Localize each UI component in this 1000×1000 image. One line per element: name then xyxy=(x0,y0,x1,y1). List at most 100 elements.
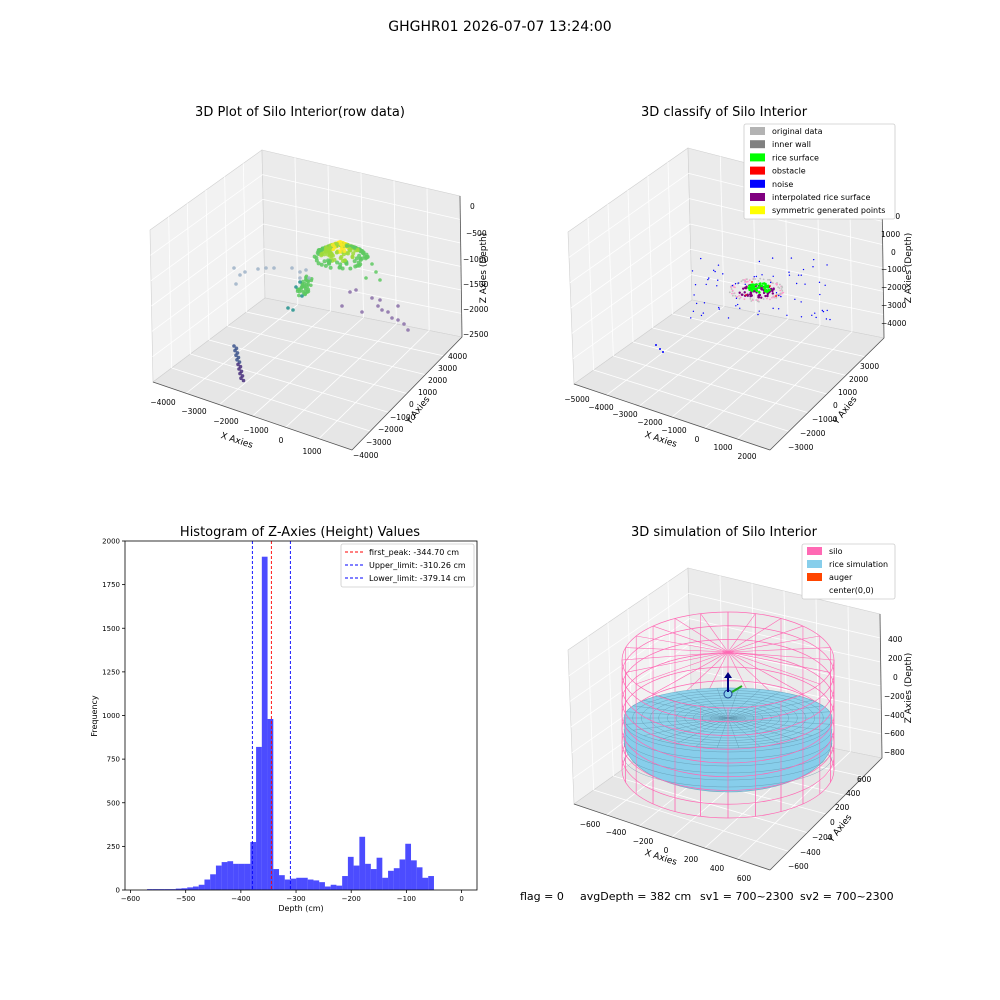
raw-point xyxy=(327,251,332,256)
classify-point xyxy=(775,291,778,294)
classify-point xyxy=(818,281,821,284)
classify-point xyxy=(730,288,733,290)
classify-point xyxy=(747,286,750,290)
raw-y-tick: −2000 xyxy=(378,425,404,434)
raw-point xyxy=(290,266,294,270)
histogram-bar xyxy=(192,886,199,890)
raw-point xyxy=(304,274,309,279)
status-sv1: sv1 = 700~2300 xyxy=(700,890,794,903)
raw-point xyxy=(345,251,350,256)
histogram-x-label: Depth (cm) xyxy=(278,904,323,913)
raw-y-tick: −3000 xyxy=(366,438,392,447)
raw-point xyxy=(347,246,352,251)
figure-suptitle: GHGHR01 2026-07-07 13:24:00 xyxy=(388,19,611,35)
classify-point xyxy=(760,284,764,288)
classify-legend-label: inner wall xyxy=(772,140,811,149)
raw-point xyxy=(362,254,367,259)
classify-point xyxy=(722,273,724,275)
raw-point xyxy=(235,358,239,362)
raw-point xyxy=(238,371,242,376)
raw-point xyxy=(348,290,352,294)
histogram-bar xyxy=(147,889,153,890)
histogram-bar xyxy=(261,556,268,890)
raw-point xyxy=(304,277,308,281)
silo-roof-spoke xyxy=(727,613,756,653)
classify-point xyxy=(745,294,747,296)
histogram-bar xyxy=(284,879,291,890)
histogram-y-tick-label: 750 xyxy=(107,756,120,764)
histogram-bar xyxy=(273,869,280,890)
silo-roof-spoke xyxy=(636,635,729,653)
histogram-bar xyxy=(233,863,239,890)
panel-raw: 3D Plot of Silo Interior(row data) −4000… xyxy=(149,105,489,460)
raw-point xyxy=(364,276,368,280)
raw-point xyxy=(286,306,290,310)
classify-y-tick: −1000 xyxy=(812,415,838,424)
classify-x-tick: 2000 xyxy=(737,452,756,461)
simulation-z-tick: −200 xyxy=(884,692,905,701)
classify-point xyxy=(655,344,657,346)
raw-point xyxy=(352,259,357,264)
raw-x-tick: 0 xyxy=(279,436,284,445)
raw-point xyxy=(232,344,236,348)
histogram-x-tick-label: −500 xyxy=(176,895,195,903)
classify-point xyxy=(777,286,780,289)
raw-point xyxy=(342,258,347,263)
classify-point xyxy=(738,291,741,294)
silo-roof-spoke xyxy=(727,647,831,653)
rice-mesh-spoke xyxy=(716,717,729,748)
histogram-bar xyxy=(422,877,429,890)
classify-point xyxy=(732,294,734,297)
raw-point xyxy=(378,278,382,282)
classify-z-tick: 1000 xyxy=(881,230,900,239)
raw-point xyxy=(239,376,243,381)
raw-point xyxy=(378,298,382,302)
raw-point xyxy=(297,293,301,298)
panel-histogram: Histogram of Z-Axies (Height) Values −60… xyxy=(90,525,478,913)
histogram-bar xyxy=(365,863,371,890)
classify-point xyxy=(690,317,692,319)
rice-mesh-spoke xyxy=(626,717,729,725)
rice-mesh-spoke xyxy=(727,705,824,719)
raw-point xyxy=(380,308,384,312)
classify-point xyxy=(733,292,735,295)
classify-legend-swatch xyxy=(750,153,765,162)
rice-mesh-spoke xyxy=(727,717,830,725)
classify-point xyxy=(819,293,821,296)
raw-point xyxy=(376,304,380,308)
histogram-bar xyxy=(353,865,360,890)
histogram-bar xyxy=(376,857,383,890)
raw-y-tick: 0 xyxy=(409,400,414,409)
classify-point xyxy=(769,285,771,287)
classify-point xyxy=(812,266,814,268)
classify-point xyxy=(761,282,765,285)
classify-z-ticks: 2000 1000 0 −1000 −2000 −3000 −4000 xyxy=(881,212,907,328)
raw-point xyxy=(234,353,238,358)
classify-point xyxy=(760,288,764,291)
raw-z-ticks: 0 −500 −1000 −1500 −2000 −2500 xyxy=(463,202,489,339)
classify-point xyxy=(800,274,802,276)
classify-point xyxy=(736,303,739,306)
histogram-bar xyxy=(411,860,417,890)
classify-point xyxy=(700,314,703,317)
histogram-legend-label: first_peak: -344.70 cm xyxy=(369,548,459,557)
classify-point xyxy=(748,279,751,282)
raw-z-tick: −2000 xyxy=(463,305,489,314)
histogram-x-tick-label: −300 xyxy=(286,895,305,903)
classify-point xyxy=(763,286,766,290)
raw-point xyxy=(334,241,339,246)
simulation-legend-label: center(0,0) xyxy=(829,586,874,595)
histogram-bar xyxy=(405,843,412,890)
histogram-bar xyxy=(238,863,245,890)
classify-point xyxy=(826,264,828,266)
histogram-bar xyxy=(416,867,423,890)
raw-point xyxy=(340,243,345,248)
rice-mesh-spoke xyxy=(727,688,740,719)
raw-z-tick: −2500 xyxy=(463,330,489,339)
histogram-bar xyxy=(244,863,251,890)
classify-point xyxy=(749,288,752,291)
classify-legend-label: interpolated rice surface xyxy=(772,193,870,202)
classify-point xyxy=(692,310,695,313)
raw-point xyxy=(353,264,358,269)
simulation-z-label: Z Axies (Depth) xyxy=(904,653,914,724)
